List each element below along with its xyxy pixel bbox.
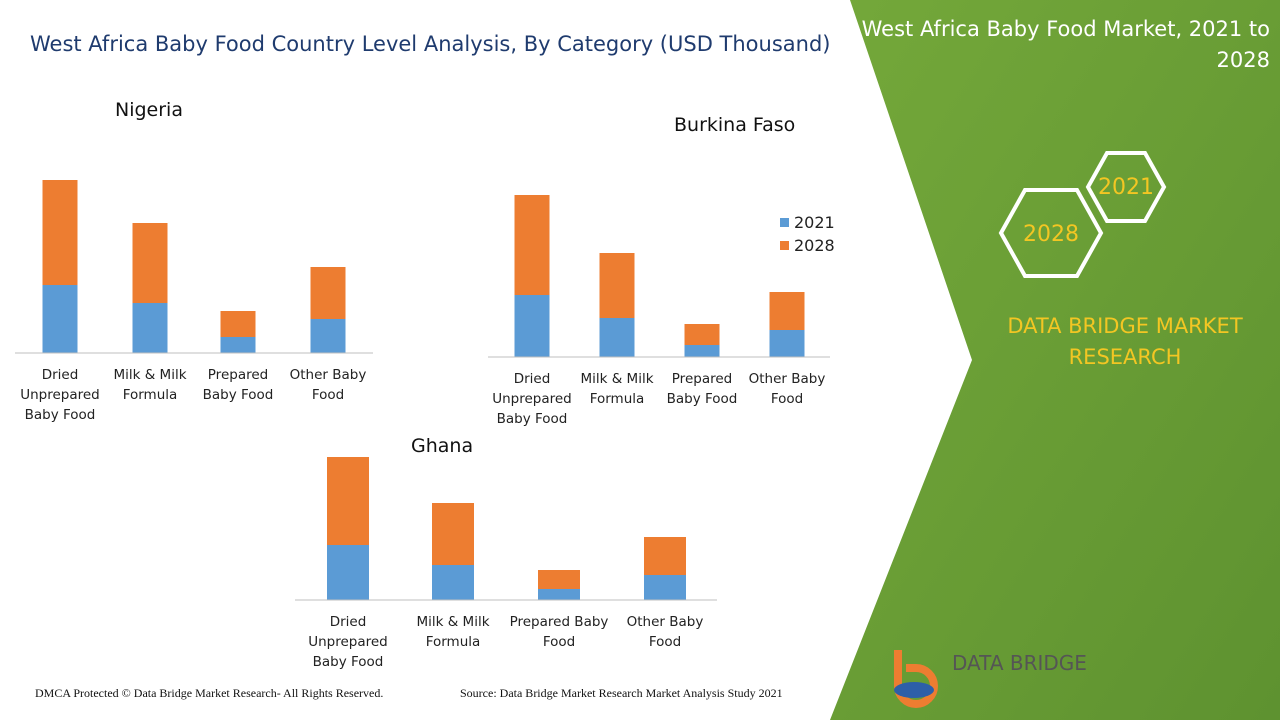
bar (327, 457, 369, 545)
bar (132, 303, 168, 353)
x-tick-label: Prepared Baby Food (202, 367, 274, 403)
logo-text: DATA BRIDGE (952, 651, 1087, 675)
logo-mark (894, 650, 938, 708)
bar (42, 285, 78, 353)
badge: 2021 (1098, 175, 1154, 200)
legend-label: 2021 (794, 213, 835, 232)
bar (599, 253, 635, 318)
legend-swatch (780, 218, 789, 227)
source: Source: Data Bridge Market Research Mark… (460, 686, 783, 700)
page-title: West Africa Baby Food Country Level Anal… (30, 32, 831, 56)
bar (514, 295, 550, 357)
side-title: West Africa Baby Food Market, 2021 to 20… (861, 17, 1270, 72)
brand: DATA BRIDGE MARKET RESEARCH (1007, 314, 1243, 369)
x-tick-label: Prepared Baby Food (666, 371, 738, 407)
chart-title: Burkina Faso (674, 114, 796, 136)
bar (132, 223, 168, 303)
bar (599, 318, 635, 357)
legend-label: 2028 (794, 236, 835, 255)
bar (310, 267, 346, 319)
copyright: DMCA Protected © Data Bridge Market Rese… (35, 686, 384, 700)
bar (769, 330, 805, 357)
bar (684, 324, 720, 345)
bar (42, 180, 78, 285)
x-tick-label: Milk & Milk Formula (580, 371, 654, 407)
x-tick-label: Other Baby Food (289, 367, 367, 403)
bar (432, 565, 474, 600)
badge: 2028 (1023, 222, 1079, 247)
bar (684, 345, 720, 357)
bar (769, 292, 805, 330)
legend-swatch (780, 241, 789, 250)
x-tick-label: Prepared Baby Food (509, 614, 609, 650)
bar (644, 575, 686, 600)
bar (514, 195, 550, 295)
x-tick-label: Other Baby Food (626, 614, 704, 650)
chart-title: Nigeria (115, 99, 183, 121)
bar (327, 545, 369, 600)
bar (220, 337, 256, 353)
x-tick-label: Dried Unprepared Baby Food (20, 367, 100, 423)
bar (432, 503, 474, 565)
hexagon (998, 188, 1104, 278)
x-tick-label: Milk & Milk Formula (113, 367, 187, 403)
bar (538, 570, 580, 589)
x-tick-label: Milk & Milk Formula (416, 614, 490, 650)
bar (220, 311, 256, 337)
side-background (830, 0, 1280, 720)
hexagon (1085, 151, 1167, 223)
bar (310, 319, 346, 353)
bar (538, 589, 580, 600)
x-tick-label: Other Baby Food (748, 371, 826, 407)
x-tick-label: Dried Unprepared Baby Food (308, 614, 388, 670)
chart-title: Ghana (411, 435, 474, 457)
bar (644, 537, 686, 575)
x-tick-label: Dried Unprepared Baby Food (492, 371, 572, 427)
